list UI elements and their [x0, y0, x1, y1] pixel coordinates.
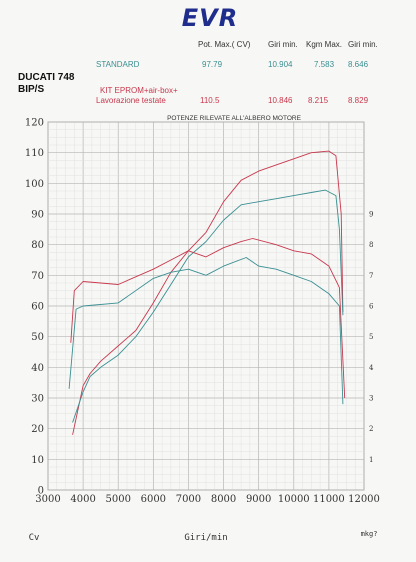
series-lines: [68, 150, 346, 435]
x-tick-label: 11000: [313, 494, 345, 505]
y2-tick-label: 5: [369, 333, 373, 341]
y-axis-label-right: mkg?: [361, 530, 378, 538]
series-line-torque_kit: [70, 238, 346, 399]
y2-tick-label: 8: [369, 241, 373, 249]
header-kgm-max: Kgm Max.: [306, 40, 343, 49]
x-axis-label: Giri/min: [184, 533, 227, 543]
y-axis-label-left: Cv: [29, 533, 40, 543]
row-standard-label: STANDARD: [96, 60, 140, 69]
row-kit-label-2: Lavorazione testate: [96, 96, 166, 105]
y-tick-label: 50: [31, 332, 44, 343]
y-tick-label: 100: [25, 179, 44, 190]
y-tick-label: 110: [25, 148, 44, 159]
y2-tick-label: 3: [369, 395, 373, 403]
series-line-power_kit: [72, 150, 344, 435]
y2-tick-label: 7: [369, 272, 373, 280]
header-giri-min-2: Giri min.: [348, 40, 378, 49]
row-kit-torque: 8.215: [308, 96, 329, 105]
tick-labels: 3000 4000 5000 6000 7000 8000 9000 10000 11000 12…: [25, 118, 380, 506]
y-tick-label: 10: [31, 455, 44, 466]
y2-tick-label: 2: [369, 425, 373, 433]
y2-tick-label: 1: [369, 456, 373, 464]
x-tick-label: 8000: [211, 494, 236, 505]
bike-variant: BIP/S: [18, 84, 45, 95]
row-standard-torque: 7.583: [314, 60, 335, 69]
x-tick-label: 6000: [141, 494, 166, 505]
row-standard-power: 97.79: [202, 60, 223, 69]
x-tick-label: 10000: [278, 494, 310, 505]
series-line-power_std: [72, 189, 344, 423]
evr-logo: EVR: [182, 4, 238, 32]
row-kit-label: KIT EPROM+air-box+: [100, 86, 178, 95]
y-tick-label: 70: [31, 271, 44, 282]
y-tick-label: 60: [31, 302, 44, 313]
x-tick-label: 3000: [35, 494, 60, 505]
chart-title: POTENZE RILEVATE ALL'ALBERO MOTORE: [167, 115, 301, 122]
y2-tick-label: 4: [369, 364, 374, 372]
row-standard-rpm: 10.904: [268, 60, 293, 69]
row-kit-rpm2: 8.829: [348, 96, 369, 105]
y-tick-label: 90: [31, 210, 44, 221]
y-tick-label: 120: [25, 118, 44, 129]
y2-tick-label: 9: [369, 211, 373, 219]
y-tick-label: 0: [38, 486, 44, 497]
header-giri-min-1: Giri min.: [268, 40, 298, 49]
x-tick-label: 12000: [348, 494, 380, 505]
row-standard-rpm2: 8.646: [348, 60, 369, 69]
y2-tick-label: 6: [369, 303, 374, 311]
y-tick-label: 80: [31, 240, 44, 251]
y-tick-label: 40: [31, 363, 44, 374]
x-tick-label: 7000: [176, 494, 201, 505]
y-tick-label: 30: [31, 394, 44, 405]
row-kit-power: 110.5: [200, 96, 220, 105]
header-pot-max: Pot. Max.( CV): [198, 40, 251, 49]
row-kit-rpm: 10.846: [268, 96, 293, 105]
x-tick-label: 5000: [105, 494, 130, 505]
series-line-torque_std: [68, 257, 344, 405]
grid: [47, 121, 365, 491]
bike-model: DUCATI 748: [18, 72, 75, 83]
y-tick-label: 20: [31, 424, 44, 435]
x-tick-label: 4000: [70, 494, 95, 505]
logo-text: EVR: [182, 4, 238, 32]
x-tick-label: 9000: [246, 494, 271, 505]
